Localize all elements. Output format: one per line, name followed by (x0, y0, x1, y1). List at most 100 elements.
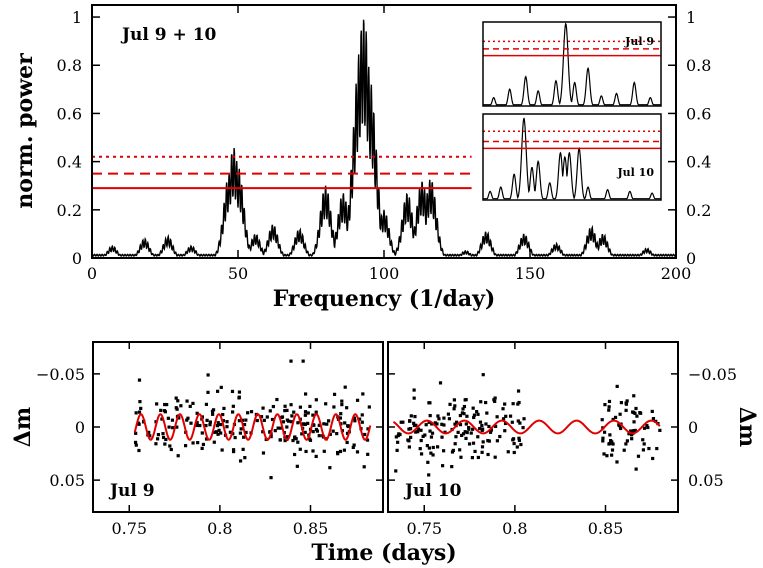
lightcurve-jul10-point (443, 430, 447, 434)
lightcurve-jul10-point (458, 448, 462, 452)
lightcurve-jul10-point (441, 464, 445, 468)
periodogram-y-tick-label-right: 0 (686, 249, 696, 268)
lightcurve-jul10-point (450, 465, 454, 469)
lightcurve-jul10-point (503, 402, 507, 406)
lightcurve-jul10-point (452, 398, 456, 402)
lightcurve-jul10-point (458, 423, 463, 427)
lightcurve-jul10-point (508, 414, 513, 418)
lightcurve-jul9-point (134, 431, 138, 435)
lightcurve-jul10-point (516, 389, 521, 393)
lightcurve-jul9-point (317, 423, 321, 427)
lightcurve-jul10-point (421, 434, 425, 438)
lightcurve-jul9-point (306, 411, 310, 415)
lightcurve-jul9-point (220, 448, 224, 452)
lightcurve-jul9-point (230, 389, 235, 394)
lightcurve-jul10-point (624, 442, 628, 446)
lightcurve-jul9-ticks: 0.75 0.8 0.85 −0.05 0 0.05 (36, 342, 383, 538)
inset-jul10-frame (482, 113, 662, 201)
lightcurve-jul9-point (265, 415, 269, 419)
time-x-label: Time (days) (311, 540, 456, 566)
lightcurve-jul10-point (419, 452, 424, 456)
lightcurve-jul10-point (462, 404, 467, 409)
lightcurve-jul10-point (423, 433, 427, 437)
lightcurve-jul9-point (314, 398, 318, 402)
lightcurve-jul9-y-tick-label: −0.05 (36, 365, 85, 384)
lightcurve-jul9-point (363, 432, 367, 437)
lightcurve-jul10-point (634, 406, 638, 411)
periodogram-y-tick-label: 1 (72, 8, 82, 27)
lightcurve-jul10-point (476, 435, 480, 439)
lightcurve-jul10-point (431, 453, 435, 457)
lightcurve-jul9-point (139, 406, 143, 411)
lightcurve-jul9-point (237, 390, 242, 394)
periodogram-y-tick-label: 0.2 (57, 201, 82, 220)
lightcurve-jul10-point (517, 400, 521, 405)
lightcurve-jul9-point (353, 419, 357, 423)
lightcurve-jul10-point (458, 413, 462, 418)
lightcurve-jul10-point (478, 426, 482, 431)
lightcurve-jul9-point (231, 449, 236, 454)
lightcurve-jul9-point (176, 399, 180, 403)
lightcurve-jul9-point (133, 440, 138, 444)
lightcurve-jul9-point (200, 446, 204, 450)
lightcurve-jul9-point (169, 447, 173, 452)
lightcurve-jul10-point (394, 469, 398, 473)
lightcurve-jul10-point (476, 455, 480, 460)
lightcurve-jul9-y-label: Δm (10, 407, 36, 447)
lightcurve-jul10-point (464, 398, 468, 402)
lightcurve-jul10-point (639, 411, 643, 415)
lightcurve-jul9-point (233, 435, 237, 440)
lightcurve-jul9-point (244, 418, 248, 422)
lightcurve-jul9-point (366, 427, 370, 431)
lightcurve-jul10-point (438, 381, 443, 385)
lightcurve-jul9-point (355, 398, 360, 402)
lightcurve-jul10-point (492, 398, 496, 402)
lightcurve-jul9-point (216, 389, 220, 393)
lightcurve-jul9-point (147, 430, 151, 435)
lightcurve-jul9-point (285, 425, 289, 429)
lightcurve-jul9-point (293, 435, 297, 439)
lightcurve-jul9-point (300, 432, 304, 436)
lightcurve-jul9-point (311, 430, 315, 434)
lightcurve-jul9-point (362, 465, 366, 469)
lightcurve-jul10-point (473, 449, 477, 454)
lightcurve-jul9-point (137, 422, 141, 426)
inset-jul10-plot-area (483, 117, 661, 201)
lightcurve-jul10-point (622, 448, 626, 452)
lightcurve-jul10-point (517, 438, 521, 442)
lightcurve-jul10-point (478, 420, 483, 424)
lightcurve-jul9-point (365, 438, 370, 442)
lightcurve-jul9-point (156, 433, 161, 437)
lightcurve-jul10-point (461, 432, 466, 436)
lightcurve-jul10-point (634, 467, 638, 471)
lightcurve-jul10-point (398, 432, 402, 437)
lightcurve-jul10-point (521, 426, 525, 430)
lightcurve-jul10-point (501, 417, 506, 421)
lightcurve-jul9-y-tick-label: 0.05 (49, 471, 85, 490)
lightcurve-jul10-point (433, 421, 437, 425)
lightcurve-jul10-point (618, 424, 622, 428)
lightcurve-jul10-point (480, 450, 484, 454)
lightcurve-jul9-point (361, 392, 365, 396)
lightcurve-jul9-point (237, 419, 241, 423)
lightcurve-jul10-point (429, 435, 434, 439)
lightcurve-jul10-point (454, 435, 458, 439)
lightcurve-jul9-point (332, 405, 336, 409)
lightcurve-jul10-point (615, 460, 619, 464)
lightcurve-jul9-y-tick-label: 0 (75, 418, 85, 437)
lightcurve-jul9-point (231, 404, 235, 408)
lightcurve-jul9-point (279, 426, 283, 430)
lightcurve-jul9-point (155, 402, 159, 406)
lightcurve-jul9-point (163, 402, 167, 407)
lightcurve-jul9-point (249, 410, 254, 414)
lightcurve-jul10-point (481, 440, 485, 444)
lightcurve-jul9-point (306, 421, 310, 425)
lightcurve-jul10-point (516, 419, 520, 423)
lightcurve-jul10-point (632, 420, 636, 424)
lightcurve-jul9-plot-area (133, 359, 372, 480)
lightcurve-jul10-point (601, 439, 605, 443)
lightcurve-jul9-point (308, 404, 312, 409)
lightcurve-jul10-point (607, 408, 611, 412)
lightcurve-jul10-point (624, 402, 629, 406)
lightcurve-jul9-point (237, 395, 241, 399)
